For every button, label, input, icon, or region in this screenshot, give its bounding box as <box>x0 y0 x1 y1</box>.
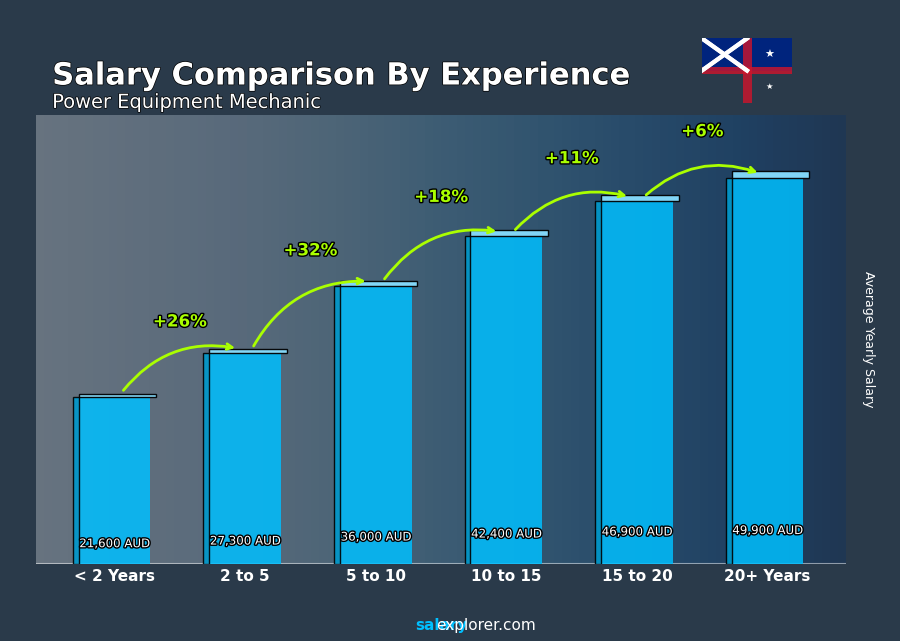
FancyBboxPatch shape <box>471 230 548 236</box>
Text: +6%: +6% <box>681 122 724 140</box>
Bar <box>78 397 150 564</box>
Text: ★: ★ <box>766 82 773 91</box>
FancyBboxPatch shape <box>203 353 209 564</box>
Text: 49,900 AUD: 49,900 AUD <box>733 524 803 537</box>
FancyBboxPatch shape <box>595 201 601 564</box>
Bar <box>732 178 804 564</box>
Text: Average Yearly Salary: Average Yearly Salary <box>862 272 875 408</box>
Text: explorer.com: explorer.com <box>436 618 536 633</box>
Text: 21,600 AUD: 21,600 AUD <box>79 537 149 550</box>
Text: 36,000 AUD: 36,000 AUD <box>340 531 410 544</box>
Text: 46,900 AUD: 46,900 AUD <box>602 526 672 538</box>
Bar <box>702 67 792 74</box>
FancyBboxPatch shape <box>78 394 156 397</box>
FancyBboxPatch shape <box>464 236 471 564</box>
FancyBboxPatch shape <box>340 281 418 286</box>
Bar <box>471 236 542 564</box>
Bar <box>209 353 281 564</box>
FancyBboxPatch shape <box>726 178 732 564</box>
FancyBboxPatch shape <box>732 171 809 178</box>
Bar <box>742 38 752 103</box>
Text: +11%: +11% <box>544 149 598 167</box>
Text: 27,300 AUD: 27,300 AUD <box>210 535 280 547</box>
Bar <box>702 38 747 71</box>
Bar <box>601 201 673 564</box>
FancyBboxPatch shape <box>209 349 287 353</box>
Text: +26%: +26% <box>153 312 207 331</box>
Text: +32%: +32% <box>284 241 338 260</box>
Text: Power Equipment Mechanic: Power Equipment Mechanic <box>52 93 321 112</box>
Bar <box>340 286 411 564</box>
Bar <box>747 38 792 71</box>
Text: 42,400 AUD: 42,400 AUD <box>471 528 542 540</box>
Text: ★: ★ <box>764 49 775 60</box>
FancyBboxPatch shape <box>601 195 679 201</box>
FancyBboxPatch shape <box>334 286 340 564</box>
Text: +18%: +18% <box>414 188 468 206</box>
Text: salary: salary <box>415 618 467 633</box>
Text: Salary Comparison By Experience: Salary Comparison By Experience <box>52 62 628 90</box>
FancyBboxPatch shape <box>73 397 78 564</box>
